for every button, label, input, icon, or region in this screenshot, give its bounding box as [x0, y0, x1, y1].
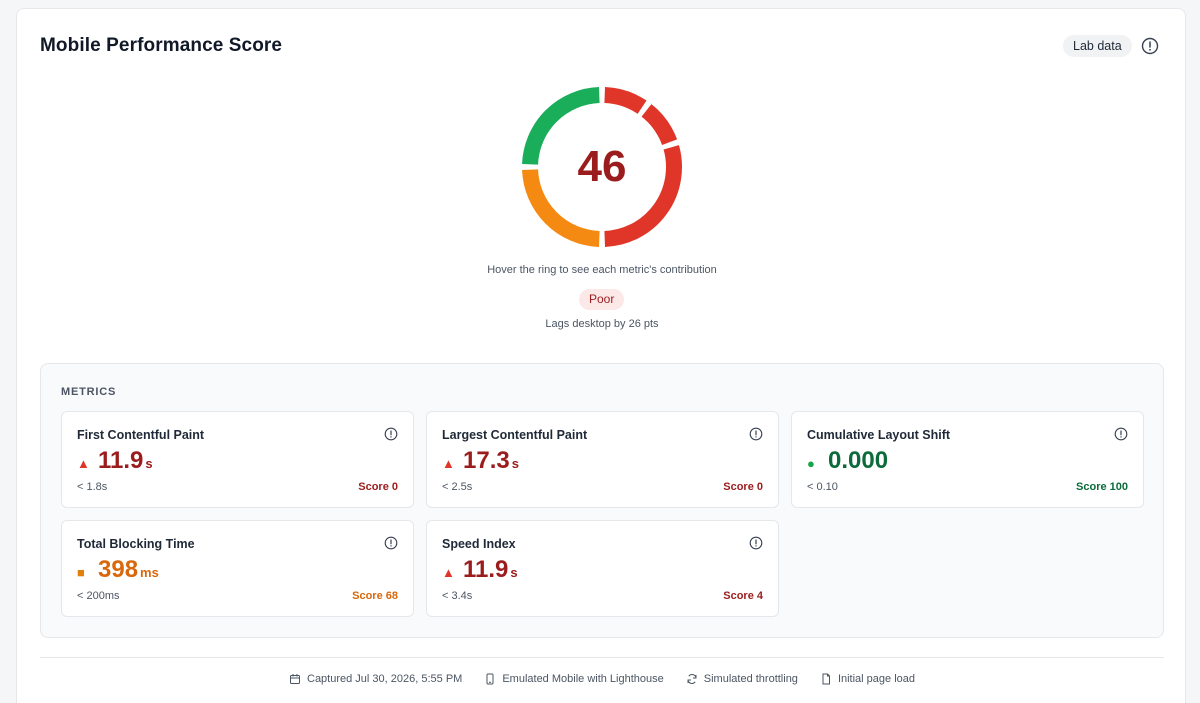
metric-value: 11.9 [463, 556, 509, 583]
gauge-segment-4[interactable] [522, 87, 600, 165]
comparison-text: Lags desktop by 26 pts [545, 318, 659, 330]
divider [40, 657, 1164, 658]
footer-throttling: Simulated throttling [686, 673, 798, 685]
metric-card-fcp[interactable]: First Contentful Paint ▲ 11.9 s < 1.8s S… [61, 411, 414, 508]
info-icon[interactable] [1114, 427, 1128, 441]
calendar-icon [290, 674, 300, 684]
metrics-heading: METRICS [61, 386, 117, 398]
device-text: Emulated Mobile with Lighthouse [502, 673, 664, 685]
metric-score: Score 100 [1076, 481, 1128, 493]
circle-icon: ● [807, 456, 815, 471]
gauge-hint: Hover the ring to see each metric's cont… [487, 264, 717, 276]
metric-name: Cumulative Layout Shift [807, 428, 951, 442]
triangle-up-icon: ▲ [442, 565, 455, 580]
gauge-segment-3[interactable] [522, 169, 600, 247]
info-icon[interactable] [384, 536, 398, 550]
metric-card-lcp[interactable]: Largest Contentful Paint ▲ 17.3 s < 2.5s… [426, 411, 779, 508]
metric-unit: s [145, 456, 153, 471]
metric-name: Speed Index [442, 537, 516, 551]
metric-value: 398 [98, 556, 139, 583]
gauge-segment-0[interactable] [604, 87, 647, 115]
footer-meta: Captured Jul 30, 2026, 5:55 PM Emulated … [17, 673, 1187, 685]
info-icon[interactable] [1141, 37, 1159, 55]
performance-card: Mobile Performance Score Lab data 46 Hov… [16, 8, 1186, 703]
metric-card-si[interactable]: Speed Index ▲ 11.9 s < 3.4s Score 4 [426, 520, 779, 617]
metric-value: 11.9 [98, 447, 144, 474]
score-ring[interactable] [521, 86, 683, 248]
mobile-phone-icon [486, 673, 494, 685]
footer-captured: Captured Jul 30, 2026, 5:55 PM [289, 673, 462, 685]
info-icon[interactable] [749, 427, 763, 441]
metrics-panel: METRICS First Contentful Paint ▲ 11.9 s … [40, 363, 1164, 638]
metric-value: 0.000 [828, 447, 889, 474]
footer-load: Initial page load [820, 673, 915, 685]
triangle-up-icon: ▲ [77, 456, 90, 471]
metric-threshold: < 3.4s [442, 590, 473, 602]
refresh-icon [687, 674, 697, 684]
info-icon[interactable] [384, 427, 398, 441]
lab-data-badge: Lab data [1063, 35, 1132, 57]
document-icon [822, 673, 830, 685]
metric-unit: ms [140, 565, 159, 580]
metric-score: Score 0 [358, 481, 398, 493]
captured-text: Captured Jul 30, 2026, 5:55 PM [307, 673, 463, 685]
gauge-segment-1[interactable] [641, 104, 678, 146]
metric-card-tbt[interactable]: Total Blocking Time ■ 398 ms < 200ms Sco… [61, 520, 414, 617]
metric-threshold: < 200ms [77, 590, 120, 602]
score-value: 46 [577, 142, 627, 191]
rating-badge: Poor [579, 289, 625, 310]
metric-threshold: < 1.8s [77, 481, 108, 493]
page-title: Mobile Performance Score [40, 35, 283, 56]
metric-value: 17.3 [463, 447, 510, 474]
load-text: Initial page load [837, 673, 915, 685]
metric-name: First Contentful Paint [77, 428, 205, 442]
gauge-segment-2[interactable] [604, 145, 682, 247]
metric-threshold: < 0.10 [807, 481, 838, 493]
metric-threshold: < 2.5s [442, 481, 473, 493]
metric-score: Score 4 [723, 590, 763, 602]
triangle-up-icon: ▲ [442, 456, 455, 471]
throttling-text: Simulated throttling [703, 673, 798, 685]
metric-card-cls[interactable]: Cumulative Layout Shift ● 0.000 < 0.10 S… [791, 411, 1144, 508]
info-icon[interactable] [749, 536, 763, 550]
square-icon: ■ [77, 565, 85, 580]
metric-score: Score 0 [723, 481, 763, 493]
score-gauge[interactable]: 46 [521, 86, 683, 248]
metric-unit: s [511, 456, 519, 471]
footer-device: Emulated Mobile with Lighthouse [484, 673, 664, 685]
metric-unit: s [510, 565, 518, 580]
metric-name: Largest Contentful Paint [442, 428, 588, 442]
metric-name: Total Blocking Time [77, 537, 195, 551]
metric-score: Score 68 [352, 590, 398, 602]
